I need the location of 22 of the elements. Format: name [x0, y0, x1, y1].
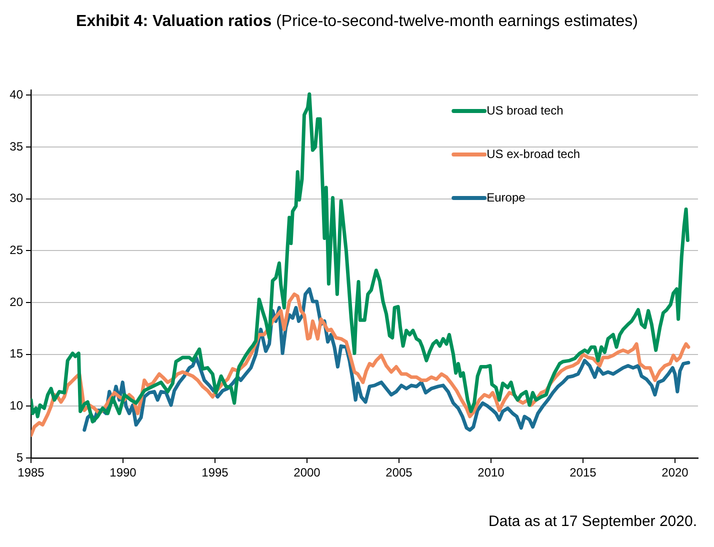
- y-tick-label: 10: [10, 398, 24, 412]
- x-tick-label: 1995: [202, 466, 229, 480]
- y-tick-label: 20: [10, 294, 24, 309]
- y-tick-label: 15: [10, 346, 24, 361]
- x-tick-label: 2010: [478, 466, 505, 480]
- chart-subtitle: (Price-to-second-twelve-month earnings estimates): [276, 13, 638, 30]
- x-tick-label: 2005: [386, 466, 413, 480]
- chart-title: Exhibit 4: Valuation ratios: [76, 13, 272, 30]
- x-tick-label: 2000: [294, 466, 321, 480]
- x-tick-label: 2020: [662, 466, 689, 480]
- y-tick-label: 25: [10, 242, 24, 257]
- x-tick-label: 1985: [18, 466, 45, 480]
- text: Data as at 17 September 2020.: [488, 513, 697, 530]
- legend-label: Europe: [486, 190, 526, 204]
- y-tick-label: 35: [10, 139, 24, 154]
- y-tick-label: 30: [10, 191, 24, 206]
- legend-label: US broad tech: [486, 103, 564, 118]
- y-tick-label: 5: [16, 450, 24, 464]
- legend-label: US ex-broad tech: [486, 146, 580, 161]
- y-tick-label: 40: [10, 87, 24, 102]
- x-tick-label: 1990: [110, 466, 137, 480]
- x-tick-label: 2015: [570, 466, 597, 480]
